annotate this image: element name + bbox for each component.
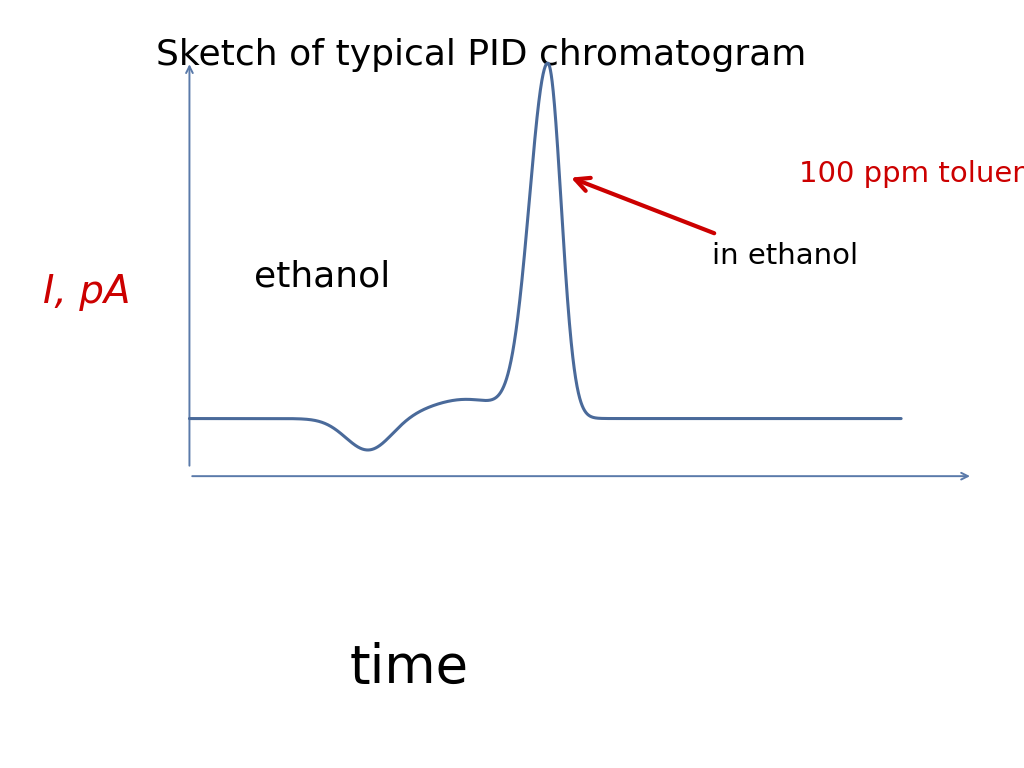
Text: Sketch of typical PID chromatogram: Sketch of typical PID chromatogram bbox=[156, 38, 807, 72]
Text: ethanol: ethanol bbox=[254, 260, 391, 293]
Text: time: time bbox=[350, 642, 469, 694]
Text: 100 ppm toluene: 100 ppm toluene bbox=[799, 161, 1024, 188]
Text: I, pA: I, pA bbox=[43, 273, 131, 311]
Text: in ethanol: in ethanol bbox=[712, 242, 858, 270]
